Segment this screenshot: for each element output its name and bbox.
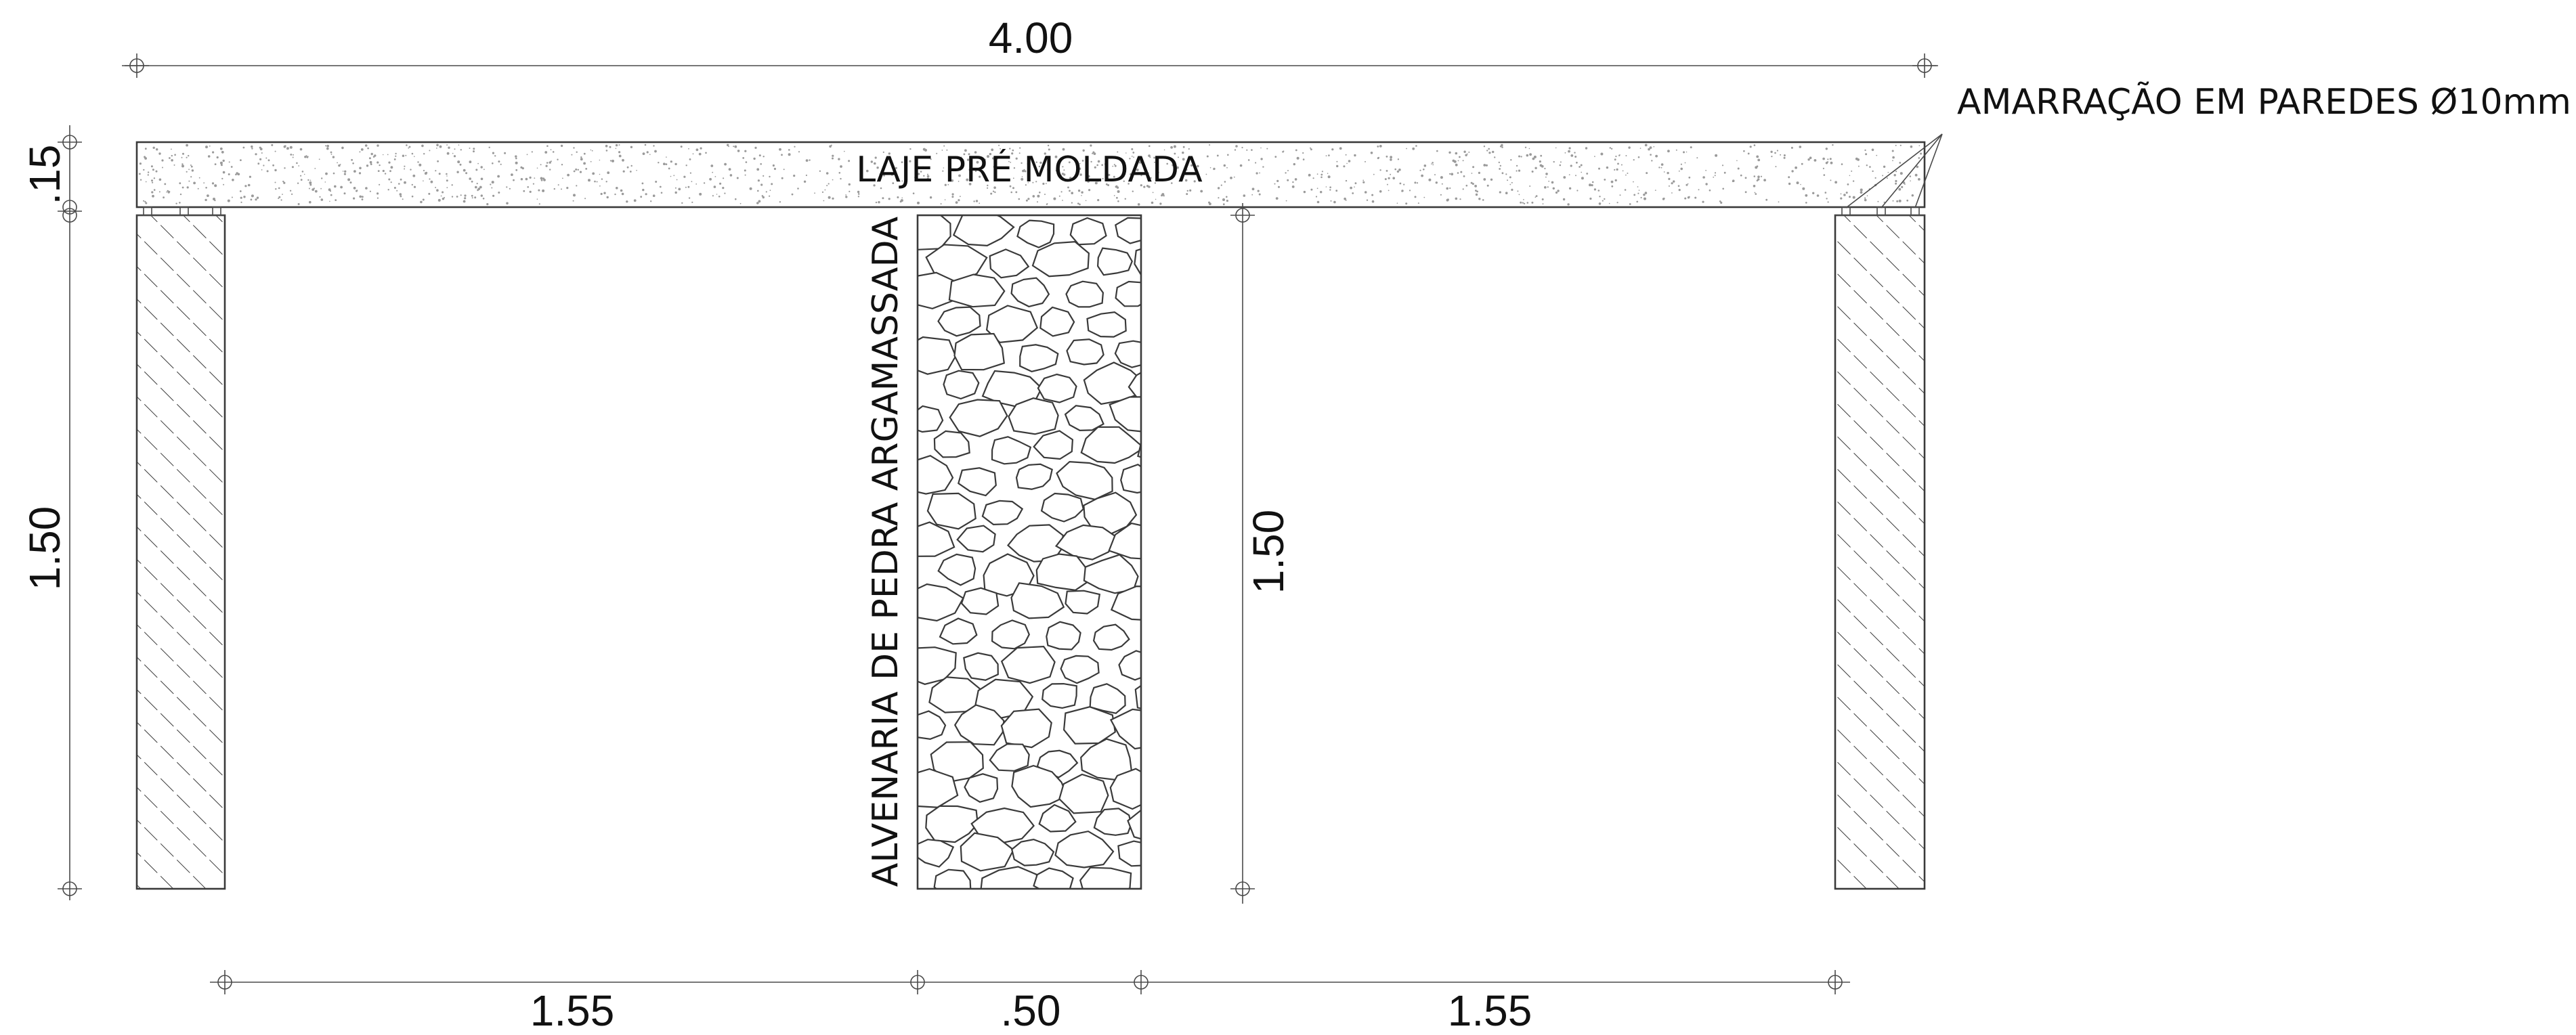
dim-tick-bottom-1 xyxy=(217,970,232,994)
dim-tick-bottom-3 xyxy=(1134,970,1149,994)
dim-total-width: 4.00 xyxy=(989,14,1073,62)
right-wall xyxy=(1834,206,1926,890)
dim-tick-bottom-4 xyxy=(1828,970,1843,994)
left-wall-tie-bars xyxy=(137,206,225,216)
top-dimension: 4.00 xyxy=(122,14,1938,78)
stone-wall: ALVENARIA DE PEDRA ARGAMASSADA xyxy=(865,214,1142,890)
center-dimension: 1.50 xyxy=(1230,203,1293,904)
dim-tick-top-right xyxy=(1912,53,1937,78)
dim-tick-center-bottom xyxy=(1230,881,1255,896)
precast-slab: LAJE PRÉ MOLDADA xyxy=(135,141,1926,208)
bottom-dimension: 1.55 .50 1.55 xyxy=(210,970,1850,1035)
tie-note-label: AMARRAÇÃO EM PAREDES Ø10mm xyxy=(1957,81,2571,123)
slab-label: LAJE PRÉ MOLDADA xyxy=(856,149,1203,190)
left-wall xyxy=(135,206,226,890)
dim-tick-bottom-2 xyxy=(910,970,925,994)
tie-note: AMARRAÇÃO EM PAREDES Ø10mm xyxy=(1845,81,2571,208)
dim-wall-height-center: 1.50 xyxy=(1244,510,1293,594)
dim-span-left: 1.55 xyxy=(530,986,615,1035)
dim-slab-thickness: .15 xyxy=(20,145,69,205)
dim-span-right: 1.55 xyxy=(1448,986,1532,1035)
stone-wall-label: ALVENARIA DE PEDRA ARGAMASSADA xyxy=(865,216,906,887)
dim-wall-height-left: 1.50 xyxy=(20,506,69,591)
left-dimension: .15 1.50 xyxy=(20,125,82,900)
slab-concrete-texture xyxy=(139,144,1923,206)
right-wall-tie-bars xyxy=(1835,206,1925,216)
dim-tick-center-top xyxy=(1230,208,1255,223)
dim-tick-left-top xyxy=(58,135,82,150)
dim-tick-top-left xyxy=(125,53,149,78)
dim-center-wall-width: .50 xyxy=(1001,986,1061,1035)
dim-tick-left-bottom xyxy=(58,881,82,896)
stone-texture xyxy=(918,215,1141,889)
dim-tick-left-slab xyxy=(58,200,82,223)
